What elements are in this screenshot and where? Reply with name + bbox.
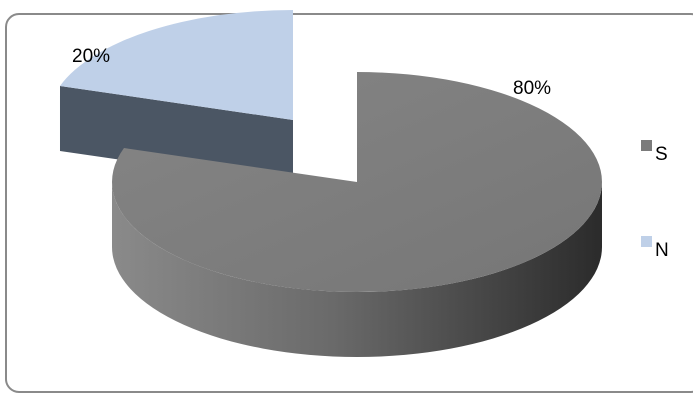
slice-S-top — [112, 72, 603, 292]
slice-N-top — [59, 10, 294, 120]
slice-N-side — [59, 86, 294, 185]
legend: S N — [641, 140, 669, 261]
slice-S-side — [112, 182, 602, 357]
data-label-S: 80% — [513, 78, 551, 99]
legend-swatch-S — [641, 140, 652, 151]
legend-label-N: N — [655, 240, 669, 261]
legend-swatch-N — [641, 236, 652, 247]
legend-label-S: S — [655, 144, 668, 165]
data-label-N: 20% — [72, 46, 110, 67]
